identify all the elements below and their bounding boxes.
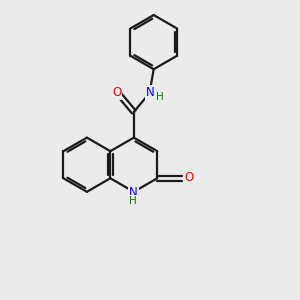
Text: N: N	[129, 186, 138, 199]
Text: H: H	[156, 92, 164, 102]
Text: O: O	[184, 171, 193, 184]
Text: N: N	[146, 86, 155, 99]
Text: H: H	[129, 196, 137, 206]
Text: O: O	[112, 86, 121, 99]
